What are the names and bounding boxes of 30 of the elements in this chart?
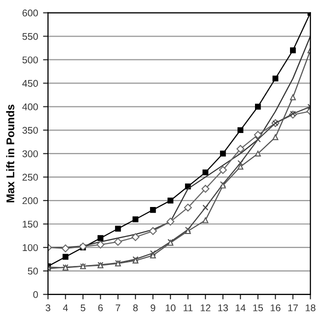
y-tick-label: 150: [22, 220, 38, 228]
x-tick-label: 7: [116, 304, 120, 312]
y-tick-label: 300: [22, 150, 38, 158]
y-axis-title: Max Lift in Pounds: [6, 104, 14, 202]
x-tick-label: 6: [98, 304, 103, 312]
x-tick-label: 4: [63, 304, 68, 312]
y-tick-label: 200: [22, 197, 38, 204]
x-tick-label: 3: [46, 304, 50, 312]
y-tick-label: 400: [22, 103, 38, 110]
x-tick-label: 15: [253, 304, 263, 312]
x-tick-label: 5: [80, 304, 86, 312]
x-tick-label: 18: [306, 304, 316, 312]
y-tick-label: 600: [22, 10, 38, 16]
y-tick-label: 50: [28, 268, 38, 275]
y-tick-label: 550: [22, 33, 38, 40]
x-tick-label: 12: [200, 304, 210, 312]
y-tick-label: 0: [33, 291, 38, 298]
x-tick-label: 9: [150, 304, 156, 312]
y-tick-label: 100: [22, 244, 38, 252]
y-tick-label: 250: [22, 174, 38, 181]
x-tick-label: 11: [184, 304, 193, 312]
x-tick-label: 14: [236, 304, 246, 312]
x-tick-label: 8: [133, 304, 138, 312]
x-tick-label: 17: [288, 304, 298, 312]
x-tick-label: 10: [166, 304, 176, 312]
x-tick-label: 16: [270, 304, 280, 312]
y-tick-label: 350: [22, 126, 38, 134]
x-tick-label: 13: [218, 304, 228, 312]
y-tick-label: 450: [22, 80, 38, 87]
y-tick-label: 500: [22, 56, 38, 64]
